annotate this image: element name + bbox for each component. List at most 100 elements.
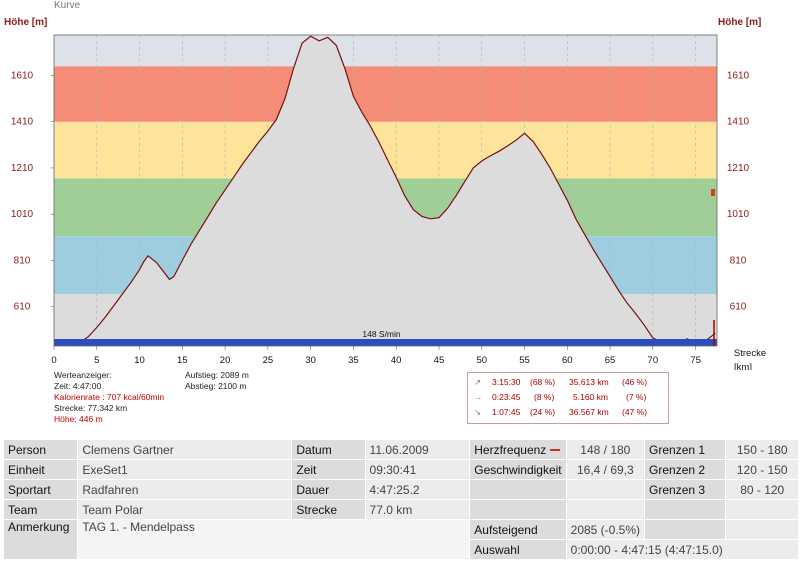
team-label: Team [4,499,79,520]
geschwindigkeit-label: Geschwindigkeit [469,459,567,480]
gradient-stats-box: ↗ 3:15:30 (68 %) 35.613 km (46 %) → 0:23… [467,372,669,424]
y-tick-label-left: 810 [14,255,31,266]
elevation-chart: 148 S/min 610 610 810 810 1010 1010 1210 1210 141… [11,34,766,370]
aufsteigend-label: Aufsteigend [469,519,567,540]
x-tick-label: 50 [476,355,487,366]
person-value: Clemens Gartner [77,440,293,460]
empty-cell [644,519,727,540]
y-tick-label-right: 1010 [727,209,750,220]
info-abstieg: Abstieg: 2100 m [185,381,247,391]
info-strecke: Strecke: 77.342 km [54,403,128,413]
x-tick-label: 65 [605,355,616,366]
geschwindigkeit-value: 16,4 / 69,3 [566,459,646,480]
uphill-arrow-icon: ↗ [474,377,482,387]
x-tick-label: 70 [648,355,659,366]
x-tick-label: 30 [305,355,316,366]
zeit-label: Zeit [291,459,366,480]
x-axis-label: Strecke [734,348,766,359]
chart-title: Kurve [54,0,81,11]
stats-row-downhill: ↘ 1:07:45 (24 %) 36.567 km (47 %) [468,405,668,420]
x-tick-label: 60 [562,355,573,366]
team-value: Team Polar [77,499,293,520]
elevation-area [54,36,716,346]
plot-frame [53,34,718,347]
x-tick-label: 25 [263,355,274,366]
empty-cell [469,499,567,520]
anmerkung-value: TAG 1. - Mendelpass [77,519,471,560]
x-tick-label: 10 [134,355,145,366]
zeit-value: 09:30:41 [365,459,471,480]
y-tick-label-right: 1410 [727,117,750,128]
herzfrequenz-value: 148 / 180 [566,440,646,460]
speed-bar [54,339,717,346]
stats-time-pct: (68 %) [530,377,556,387]
empty-cell [644,499,727,520]
stats-dist-pct: (7 %) [626,392,647,402]
person-label: Person [4,440,79,460]
speed-label: 148 S/min [362,329,401,339]
grenzen1-label: Grenzen 1 [644,440,727,460]
sportart-label: Sportart [4,479,79,500]
x-tick-label: 20 [220,355,231,366]
grenzen2-label: Grenzen 2 [644,459,727,480]
x-tick-label: 45 [434,355,445,366]
y-tick-label-right: 1610 [727,70,750,81]
y-tick-label-left: 1010 [11,209,34,220]
anmerkung-label: Anmerkung [4,519,79,560]
x-tick-label: 15 [177,355,188,366]
info-kalorienrate: Kalorienrate : 707 kcal/60min [54,392,165,402]
aufsteigend-value: 2085 (-0.5%) [566,519,646,540]
sportart-value: Radfahren [77,479,293,500]
stats-dist: 36.567 km [569,407,609,417]
y-tick-label-left: 610 [14,302,31,313]
stats-dist: 35.613 km [569,377,609,387]
grenzen2-value: 120 - 150 [725,459,799,480]
zone-band-4 [54,66,717,122]
x-tick-label: 75 [690,355,701,366]
dauer-value: 4:47:25.2 [365,479,471,500]
info-left: Werteanzeiger: Zeit: 4:47:00 Kalorienrat… [54,370,164,425]
info-mid: Aufstieg: 2089 m Abstieg: 2100 m [185,370,249,392]
y-tick-label-right: 1210 [727,163,750,174]
datum-label: Datum [291,440,366,460]
y-tick-label-right: 810 [730,255,747,266]
herzfrequenz-label: Herzfrequenz [469,440,567,460]
stats-row-flat: → 0:23:45 (8 %) 5.160 km (7 %) [468,390,668,405]
empty-cell [725,519,799,540]
stats-dist-pct: (47 %) [622,407,648,417]
heart-rate-line-icon [550,449,561,452]
y-tick-label-left: 1210 [11,163,34,174]
empty-cell [469,479,567,500]
x-tick-label: 0 [51,355,56,366]
strecke-value: 77.0 km [365,499,471,520]
empty-cell [566,479,646,500]
downhill-arrow-icon: ↘ [474,407,482,417]
datum-value: 11.06.2009 [365,440,471,460]
strecke-label: Strecke [291,499,366,520]
x-tick-label: 35 [348,355,359,366]
stats-time: 0:23:45 [492,392,521,402]
auswahl-label: Auswahl [469,539,567,560]
session-details-table: Person Clemens Gartner Datum 11.06.2009 … [4,440,800,560]
x-tick-label: 55 [519,355,530,366]
empty-cell [566,499,646,520]
stats-time-pct: (8 %) [534,392,555,402]
grenzen3-label: Grenzen 3 [644,479,727,500]
y-tick-label-right: 610 [730,302,747,313]
grenzen3-value: 80 - 120 [725,479,799,500]
stats-dist: 5.160 km [573,392,608,402]
y-tick-label-left: 1410 [11,117,34,128]
grenzen1-value: 150 - 180 [725,440,799,460]
stats-row-uphill: ↗ 3:15:30 (68 %) 35.613 km (46 %) [468,375,668,390]
x-axis-unit: [km] [734,362,752,370]
einheit-label: Einheit [4,459,79,480]
auswahl-value: 0:00:00 - 4:47:15 (4:47:15.0) [566,539,800,560]
stats-dist-pct: (46 %) [622,377,648,387]
flat-arrow-icon: → [474,392,483,402]
dauer-label: Dauer [291,479,366,500]
stats-time-pct: (24 %) [530,407,556,417]
hf-marker [711,189,715,196]
herzfrequenz-text: Herzfrequenz [474,442,547,457]
info-zeit: Zeit: 4:47:00 [54,381,102,391]
x-tick-label: 40 [391,355,402,366]
